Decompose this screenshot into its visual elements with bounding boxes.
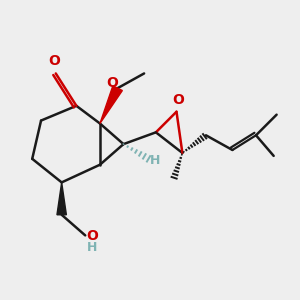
Text: H: H bbox=[86, 241, 97, 254]
Text: O: O bbox=[86, 229, 98, 243]
Polygon shape bbox=[100, 86, 122, 124]
Text: O: O bbox=[48, 54, 60, 68]
Text: H: H bbox=[150, 154, 160, 167]
Polygon shape bbox=[57, 182, 66, 215]
Text: O: O bbox=[172, 93, 184, 107]
Text: O: O bbox=[106, 76, 118, 90]
